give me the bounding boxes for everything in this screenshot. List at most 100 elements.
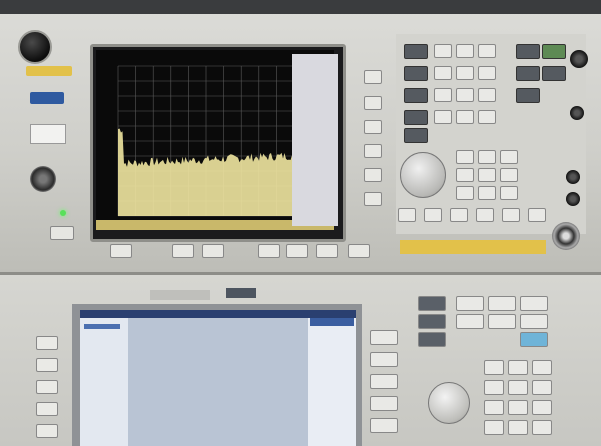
num-key-3[interactable] [500,150,518,164]
top-bezel [0,0,601,14]
lower-rotary-knob-icon[interactable] [428,382,470,424]
arrow-key-5[interactable] [502,208,520,222]
lower-softkey-4[interactable] [370,396,398,411]
bottom-key-3[interactable] [202,244,224,258]
key-light-7[interactable] [434,88,452,102]
key-green[interactable] [542,44,566,59]
key-dark-7[interactable] [516,66,540,81]
lower-num-key-10[interactable] [484,420,504,435]
input-port-1-icon [566,170,580,184]
lower-func-key-8[interactable] [488,314,516,329]
key-dark-6[interactable] [516,44,540,59]
key-light-11[interactable] [456,110,474,124]
standby-button[interactable] [50,226,74,240]
bottom-key-1[interactable] [110,244,132,258]
key-light-1[interactable] [434,44,452,58]
lower-display-header [80,310,356,318]
num-key-9[interactable] [500,186,518,200]
key-dark-1[interactable] [404,44,428,59]
bottom-key-2[interactable] [172,244,194,258]
lower-softkey-header [310,318,354,326]
key-light-10[interactable] [434,110,452,124]
lower-softkey-3[interactable] [370,374,398,389]
brand-plate [226,288,256,298]
lower-softkey-5[interactable] [370,418,398,433]
probe-connector-icon[interactable] [30,166,56,192]
lower-num-key-1[interactable] [484,360,504,375]
lower-num-key-9[interactable] [532,400,552,415]
key-light-9[interactable] [478,88,496,102]
brand-badge [30,92,64,104]
lower-func-key-9[interactable] [520,314,548,329]
lower-num-key-8[interactable] [508,400,528,415]
softkey-6[interactable] [364,192,382,206]
lower-left-key-2[interactable] [36,358,58,372]
lower-softkey-2[interactable] [370,352,398,367]
lower-func-key-5[interactable] [488,296,516,311]
key-light-2[interactable] [456,44,474,58]
arrow-key-4[interactable] [476,208,494,222]
lower-list-highlight [84,324,120,329]
bottom-key-7[interactable] [348,244,370,258]
num-key-2[interactable] [478,150,496,164]
lower-num-key-3[interactable] [532,360,552,375]
num-key-4[interactable] [456,168,474,182]
bottom-key-4[interactable] [258,244,280,258]
lower-num-key-2[interactable] [508,360,528,375]
key-light-4[interactable] [434,66,452,80]
softkey-4[interactable] [364,144,382,158]
lower-softkey-1[interactable] [370,330,398,345]
key-light-5[interactable] [456,66,474,80]
key-dark-9[interactable] [542,66,566,81]
arrow-key-2[interactable] [424,208,442,222]
lower-left-key-1[interactable] [36,336,58,350]
key-dark-3[interactable] [404,88,428,103]
status-led-icon [60,210,66,216]
lower-func-key-2[interactable] [418,314,446,329]
volume-knob-icon[interactable] [570,50,588,68]
softkey-5[interactable] [364,168,382,182]
arrow-key-1[interactable] [398,208,416,222]
num-key-7[interactable] [456,186,474,200]
lower-display [80,310,356,446]
key-dark-5[interactable] [404,128,428,143]
key-light-3[interactable] [478,44,496,58]
lower-num-key-5[interactable] [508,380,528,395]
arrow-key-3[interactable] [450,208,468,222]
softkey-3[interactable] [364,120,382,134]
num-key-1[interactable] [456,150,474,164]
lower-func-key-4[interactable] [456,296,484,311]
softkey-2[interactable] [364,96,382,110]
rotary-knob-icon[interactable] [400,152,446,198]
bottom-key-5[interactable] [286,244,308,258]
lower-func-key-7[interactable] [456,314,484,329]
status-bar [96,220,334,230]
lower-num-key-6[interactable] [532,380,552,395]
power-knob-icon[interactable] [18,30,52,64]
softkey-menu-panel [292,54,338,226]
key-dark-4[interactable] [404,110,428,125]
lower-num-key-12[interactable] [532,420,552,435]
key-dark-2[interactable] [404,66,428,81]
key-light-12[interactable] [478,110,496,124]
lower-num-key-7[interactable] [484,400,504,415]
arrow-key-6[interactable] [528,208,546,222]
lower-func-key-3[interactable] [418,332,446,347]
key-light-8[interactable] [456,88,474,102]
headphone-port-icon [570,106,584,120]
key-dark-8[interactable] [516,88,540,103]
lower-num-key-4[interactable] [484,380,504,395]
lower-left-key-3[interactable] [36,380,58,394]
lower-left-key-4[interactable] [36,402,58,416]
num-key-8[interactable] [478,186,496,200]
key-light-6[interactable] [478,66,496,80]
lower-func-key-6[interactable] [520,296,548,311]
num-key-5[interactable] [478,168,496,182]
lower-num-key-11[interactable] [508,420,528,435]
lower-func-key-blue[interactable] [520,332,548,347]
lower-left-key-5[interactable] [36,424,58,438]
lower-func-key-1[interactable] [418,296,446,311]
num-key-6[interactable] [500,168,518,182]
softkey-1[interactable] [364,70,382,84]
bottom-key-6[interactable] [316,244,338,258]
